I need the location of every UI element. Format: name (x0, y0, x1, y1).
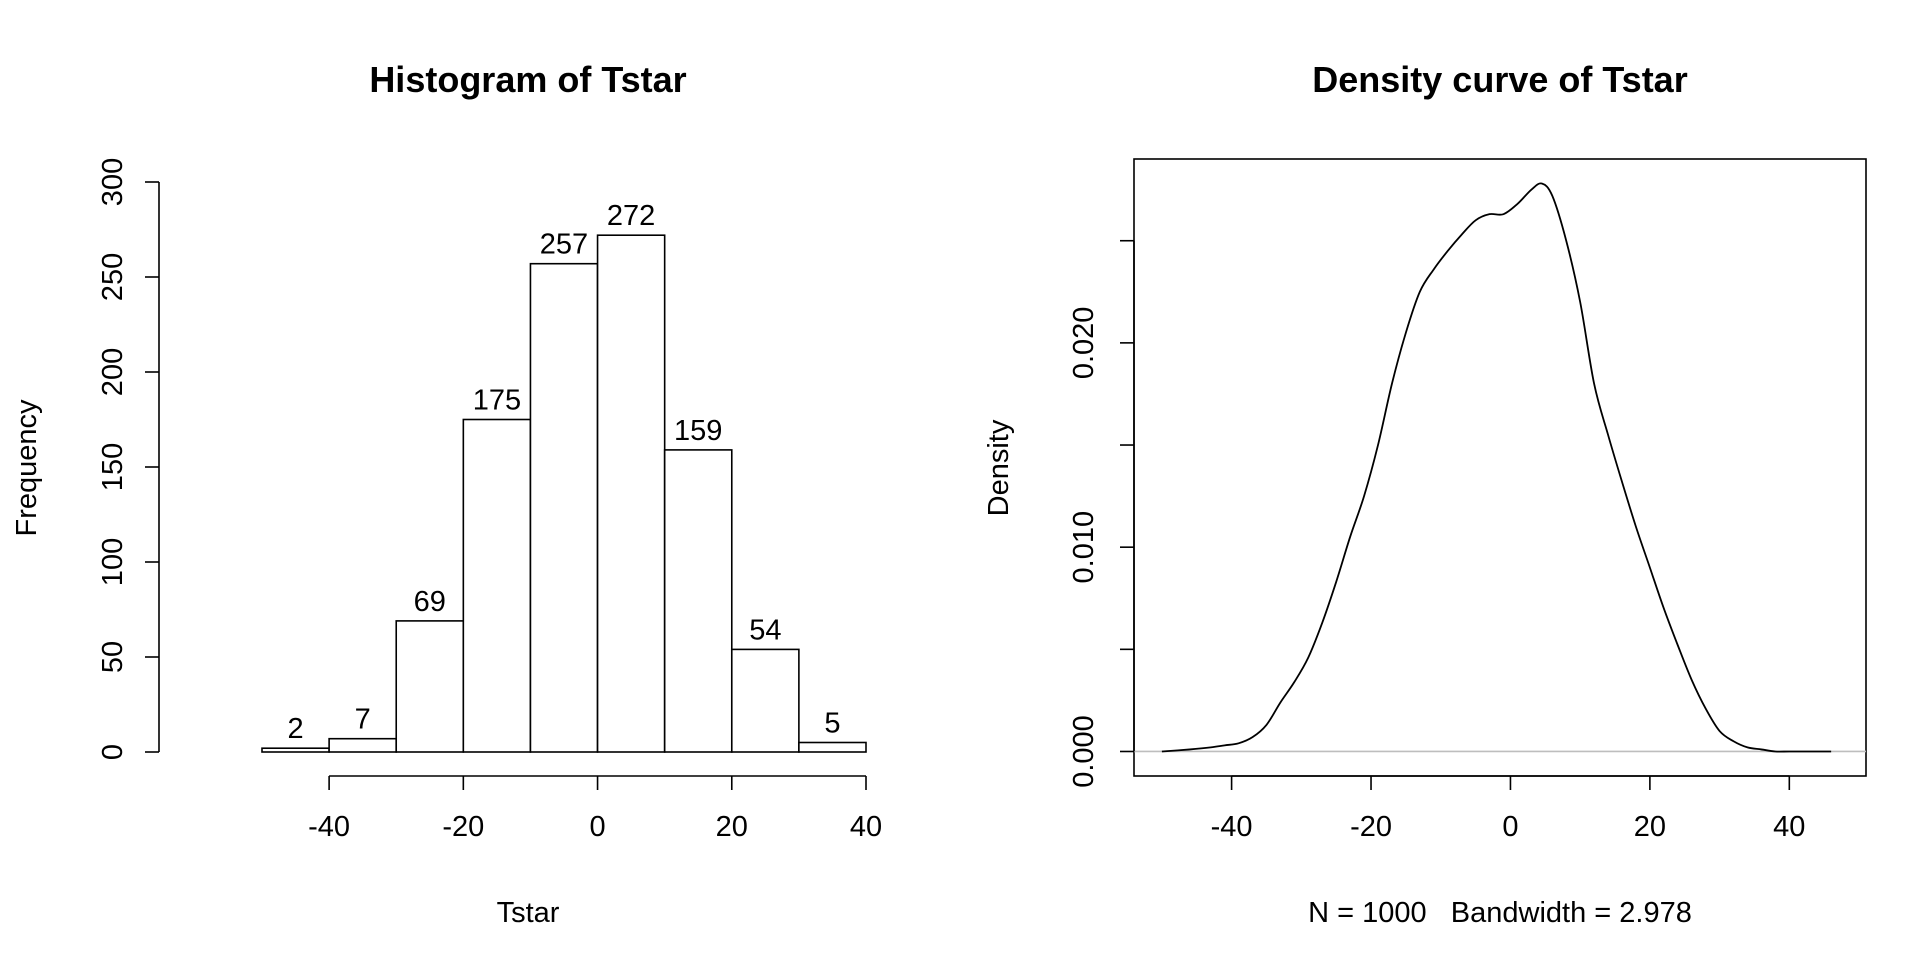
histogram-bar (462, 418, 532, 753)
density-curve (1161, 182, 1832, 753)
histogram-bar (395, 620, 465, 753)
histogram-x-axis-label: Tstar (497, 897, 560, 929)
histogram-y-tick-label: 200 (97, 348, 129, 396)
histogram-bar-label: 159 (674, 415, 722, 447)
density-y-tick-label: 0.000 (1068, 715, 1100, 788)
histogram-bar-label: 54 (749, 614, 781, 646)
histogram-bar-label: 175 (473, 385, 521, 417)
density-y-axis: 0.000 0.010 0.020 (1068, 239, 1135, 788)
density-x-tick-label: -20 (1350, 811, 1392, 843)
histogram-bars (261, 234, 867, 753)
histogram-bar (663, 449, 733, 753)
density-x-tick-label: 40 (1773, 811, 1805, 843)
density-x-axis: -40 -20 0 20 40 (1211, 775, 1805, 843)
density-x-tick-label: 20 (1634, 811, 1666, 843)
histogram-bar (328, 737, 398, 753)
histogram-y-tick-label: 250 (97, 253, 129, 301)
histogram-y-axis-label: Frequency (11, 399, 43, 537)
histogram-y-tick-label: 300 (97, 158, 129, 206)
density-y-tick-label: 0.020 (1068, 307, 1100, 380)
histogram-bar-label: 257 (540, 229, 588, 261)
density-plot-frame (1133, 158, 1867, 777)
histogram-y-tick-label: 150 (97, 443, 129, 491)
density-x-tick-label: -40 (1211, 811, 1253, 843)
histogram-bar-label: 2 (287, 713, 303, 745)
density-x-axis-label: N = 1000 Bandwidth = 2.978 (1308, 897, 1692, 929)
histogram-bar (730, 648, 800, 753)
histogram-y-tick-label: 50 (97, 641, 129, 673)
histogram-bar (798, 741, 867, 753)
histogram-bar-labels: 2 7 69 175 257 272 159 54 5 (287, 200, 840, 745)
histogram-y-tick-label: 100 (97, 538, 129, 586)
histogram-bar-label: 7 (355, 704, 371, 736)
histogram-bar-label: 272 (607, 200, 655, 232)
histogram-bar (261, 747, 330, 753)
density-x-tick-label: 0 (1502, 811, 1518, 843)
histogram-title: Histogram of Tstar (369, 59, 686, 100)
histogram-x-tick-label: -40 (308, 811, 350, 843)
histogram-bar (596, 234, 666, 753)
density-title: Density curve of Tstar (1312, 59, 1687, 100)
histogram-bar-label: 5 (824, 708, 840, 740)
histogram-x-tick-label: 20 (716, 811, 748, 843)
histogram-bar (529, 262, 599, 753)
histogram-y-tick-label: 0 (97, 744, 129, 760)
histogram-x-tick-label: 40 (850, 811, 882, 843)
histogram-x-axis: -40 -20 0 20 40 (308, 775, 882, 843)
histogram-panel: Histogram of Tstar Tstar Frequency 2 7 69 1… (11, 59, 882, 929)
density-y-axis-label: Density (983, 419, 1015, 516)
histogram-bar-label: 69 (414, 586, 446, 618)
density-panel: Density curve of Tstar N = 1000 Bandwidt… (983, 59, 1867, 929)
histogram-y-axis: 0 50 100 150 200 250 300 (97, 158, 160, 760)
density-y-tick-label: 0.010 (1068, 511, 1100, 584)
histogram-x-tick-label: -20 (442, 811, 484, 843)
histogram-x-tick-label: 0 (589, 811, 605, 843)
